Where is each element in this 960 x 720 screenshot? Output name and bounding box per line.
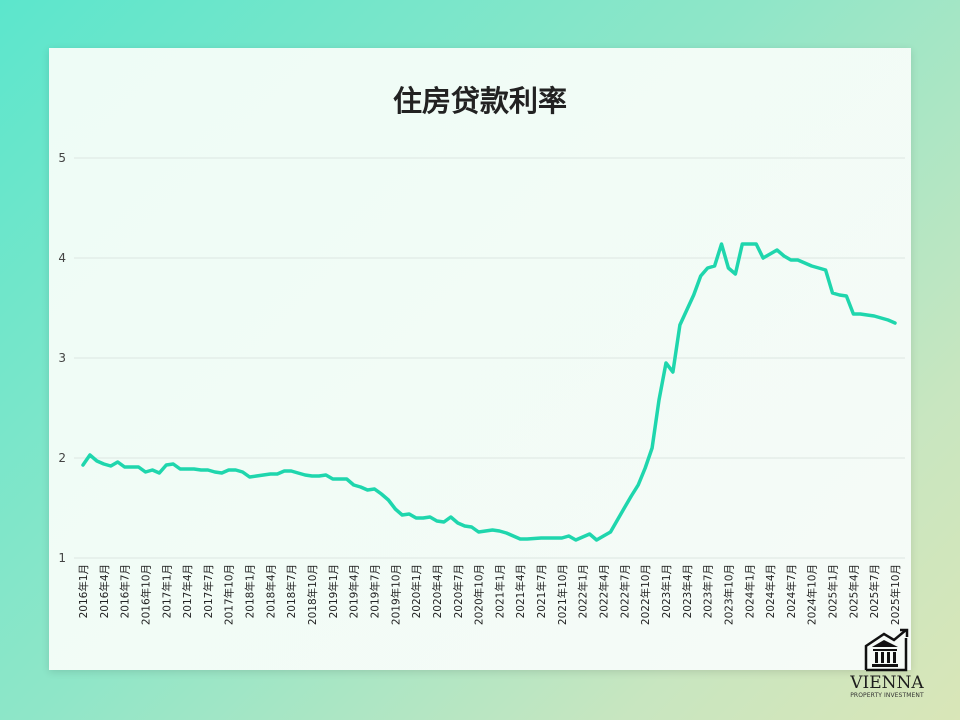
x-tick-label: 2019年4月 (348, 564, 361, 618)
x-tick-label: 2024年1月 (743, 564, 756, 618)
y-tick-label: 3 (58, 351, 66, 365)
x-tick-label: 2019年1月 (327, 564, 340, 618)
x-tick-label: 2018年1月 (244, 564, 257, 618)
x-tick-label: 2018年4月 (264, 564, 277, 618)
x-tick-label: 2024年4月 (764, 564, 777, 618)
y-tick-label: 1 (58, 551, 66, 565)
chart-title: 住房贷款利率 (392, 84, 567, 118)
x-tick-label: 2018年7月 (285, 564, 298, 618)
x-tick-label: 2016年10月 (139, 564, 152, 625)
x-tick-label: 2019年7月 (368, 564, 381, 618)
x-tick-label: 2023年7月 (702, 564, 715, 618)
x-tick-label: 2021年4月 (514, 564, 527, 618)
x-tick-label: 2017年10月 (223, 564, 236, 625)
x-tick-label: 2016年4月 (98, 564, 111, 618)
vienna-logo: VIENNA PROPERTY INVESTMENT (842, 628, 932, 708)
chart-card: 住房贷款利率 (49, 48, 911, 670)
y-tick-label: 4 (58, 251, 66, 265)
x-tick-label: 2022年1月 (577, 564, 590, 618)
x-tick-label: 2024年7月 (785, 564, 798, 618)
building-chart-logo-icon (864, 628, 909, 672)
x-tick-label: 2022年10月 (639, 564, 652, 625)
x-tick-label: 2017年1月 (160, 564, 173, 618)
logo-tagline: PROPERTY INVESTMENT (850, 692, 924, 699)
x-tick-label: 2022年4月 (598, 564, 611, 618)
x-tick-label: 2017年4月 (181, 564, 194, 618)
x-tick-label: 2016年1月 (77, 564, 90, 618)
series-line (81, 242, 897, 542)
x-tick-label: 2020年1月 (410, 564, 423, 618)
x-tick-label: 2021年1月 (493, 564, 506, 618)
y-tick-label: 5 (58, 151, 66, 165)
x-tick-label: 2024年10月 (806, 564, 819, 625)
x-tick-label: 2023年10月 (722, 564, 735, 625)
x-tick-label: 2020年10月 (473, 564, 486, 625)
logo-name: VIENNA (850, 673, 924, 693)
x-tick-label: 2021年7月 (535, 564, 548, 618)
x-tick-label: 2023年1月 (660, 564, 673, 618)
x-tick-label: 2025年1月 (827, 564, 840, 618)
x-tick-label: 2023年4月 (681, 564, 694, 618)
x-tick-label: 2020年4月 (431, 564, 444, 618)
y-tick-label: 2 (58, 451, 66, 465)
x-tick-label: 2022年7月 (618, 564, 631, 618)
x-tick-label: 2017年7月 (202, 564, 215, 618)
x-tick-label: 2019年10月 (389, 564, 402, 625)
x-tick-label: 2025年10月 (889, 564, 902, 625)
x-tick-label: 2025年7月 (868, 564, 881, 618)
x-tick-label: 2016年7月 (119, 564, 132, 618)
x-tick-label: 2021年10月 (556, 564, 569, 625)
x-tick-label: 2020年7月 (452, 564, 465, 618)
x-tick-label: 2018年10月 (306, 564, 319, 625)
x-tick-label: 2025年4月 (847, 564, 860, 618)
